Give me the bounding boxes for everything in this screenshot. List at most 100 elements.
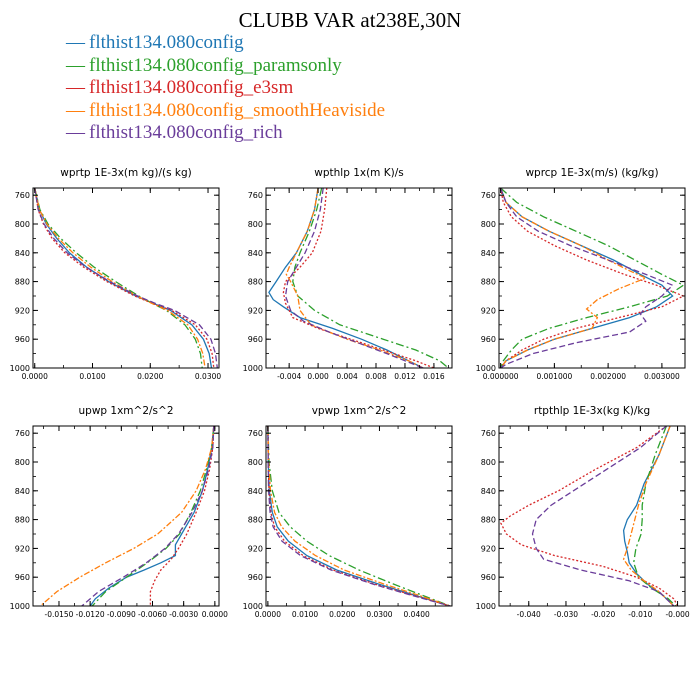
y-tick-label: 840 [248,249,263,258]
series-line-2 [267,426,451,606]
y-tick-label: 880 [248,278,263,287]
x-tick-label: -0.000 [665,610,689,619]
series-line-1 [622,426,675,606]
series-line-3 [499,188,685,368]
series-line-1 [268,188,424,368]
y-tick-label: 1000 [10,602,30,611]
legend-label: flthist134.080config_smoothHeaviside [89,99,386,121]
y-tick-label: 840 [481,487,496,496]
legend-dash: — [66,99,85,121]
x-tick-label: -0.0120 [76,610,105,619]
series-line-3 [34,188,215,368]
x-tick-label: -0.0030 [169,610,198,619]
series-line-2 [633,426,677,606]
y-tick-label: 760 [248,191,263,200]
x-tick-label: 0.001000 [536,372,572,381]
series-line-2 [292,188,449,368]
series-line-5 [499,188,674,368]
y-tick-label: 800 [15,458,30,467]
x-tick-label: 0.0200 [137,372,163,381]
y-tick-label: 800 [248,458,263,467]
series-line-2 [91,426,215,606]
page-title: CLUBB VAR at238E,30N [238,8,462,32]
x-tick-label: 0.000000 [483,372,519,381]
x-tick-label: 0.0100 [79,372,105,381]
series-line-3 [149,426,215,606]
legend-item-e3sm: — flthist134.080config_e3sm [66,77,385,100]
y-tick-label: 800 [248,220,263,229]
x-tick-label: 0.0300 [195,372,221,381]
x-tick-label: -0.0060 [138,610,167,619]
x-tick-label: -0.0090 [107,610,136,619]
series-line-5 [34,188,218,368]
y-tick-label: 760 [15,191,30,200]
plot-frame [32,187,220,369]
plot-frame [498,187,686,369]
legend-label: flthist134.080config_rich [89,122,283,143]
x-tick-label: 0.0300 [366,610,392,619]
y-tick-label: 920 [481,306,496,315]
plot-frame [32,425,220,607]
x-tick-label: 0.004 [336,372,358,381]
legend-item-control: — flthist134.080config [66,32,385,55]
x-tick-label: -0.020 [591,610,615,619]
x-tick-label: 0.008 [365,372,387,381]
legend-dash: — [66,54,85,76]
x-tick-label: 0.0400 [404,610,430,619]
legend-item-smoothheaviside: — flthist134.080config_smoothHeaviside [66,100,385,123]
y-tick-label: 920 [15,306,30,315]
x-tick-label: -0.030 [554,610,578,619]
series-line-4 [267,426,451,606]
y-tick-label: 760 [481,429,496,438]
y-tick-label: 960 [15,335,30,344]
plot-frame [265,187,453,369]
y-tick-label: 960 [481,573,496,582]
x-tick-label: 0.0000 [255,610,281,619]
series-line-3 [282,188,435,368]
y-tick-label: 960 [248,573,263,582]
panel-title: rtpthlp 1E-3x(kg K)/kg [534,405,650,417]
series-line-4 [39,426,215,606]
legend-dash: — [66,122,85,143]
y-tick-label: 1000 [243,602,263,611]
series-line-1 [267,426,451,606]
y-tick-label: 1000 [10,364,30,373]
legend-label: flthist134.080config_e3sm [89,77,294,98]
y-tick-label: 960 [15,573,30,582]
plot-frame [265,425,453,607]
y-tick-label: 960 [248,335,263,344]
plot-frame [498,425,686,607]
panel-3: wprcp 1E-3x(m/s) (kg/kg) 760 800 840 880 920 9… [476,167,686,381]
panel-2: wpthlp 1x(m K)/s 760 800 840 880 920 960 1000 -0… [243,167,453,381]
y-tick-label: 800 [481,220,496,229]
y-tick-label: 1000 [476,364,496,373]
panel-5: vpwp 1xm^2/s^2 760 800 840 880 920 960 10000.00… [243,405,453,619]
series-line-3 [267,426,451,606]
y-tick-label: 920 [248,544,263,553]
panel-title: wprtp 1E-3x(m kg)/(s kg) [60,167,191,179]
y-tick-label: 760 [248,429,263,438]
legend-dash: — [66,32,85,53]
series-line-2 [34,188,203,368]
series-line-1 [34,188,213,368]
y-tick-label: 920 [15,544,30,553]
y-tick-label: 880 [481,278,496,287]
x-tick-label: 0.0100 [292,610,318,619]
y-tick-label: 960 [481,335,496,344]
y-tick-label: 880 [248,516,263,525]
x-tick-label: 0.0000 [22,372,48,381]
series-line-4 [34,188,206,368]
legend-label: flthist134.080config [89,32,244,53]
series-line-2 [499,188,685,368]
y-tick-label: 1000 [476,602,496,611]
y-tick-label: 880 [15,516,30,525]
panel-title: vpwp 1xm^2/s^2 [312,405,407,417]
x-tick-label: -0.040 [517,610,541,619]
x-tick-label: 0.016 [423,372,445,381]
y-tick-label: 880 [481,516,496,525]
y-tick-label: 840 [15,487,30,496]
series-line-4 [285,188,424,368]
series-line-5 [81,426,215,606]
y-tick-label: 840 [15,249,30,258]
